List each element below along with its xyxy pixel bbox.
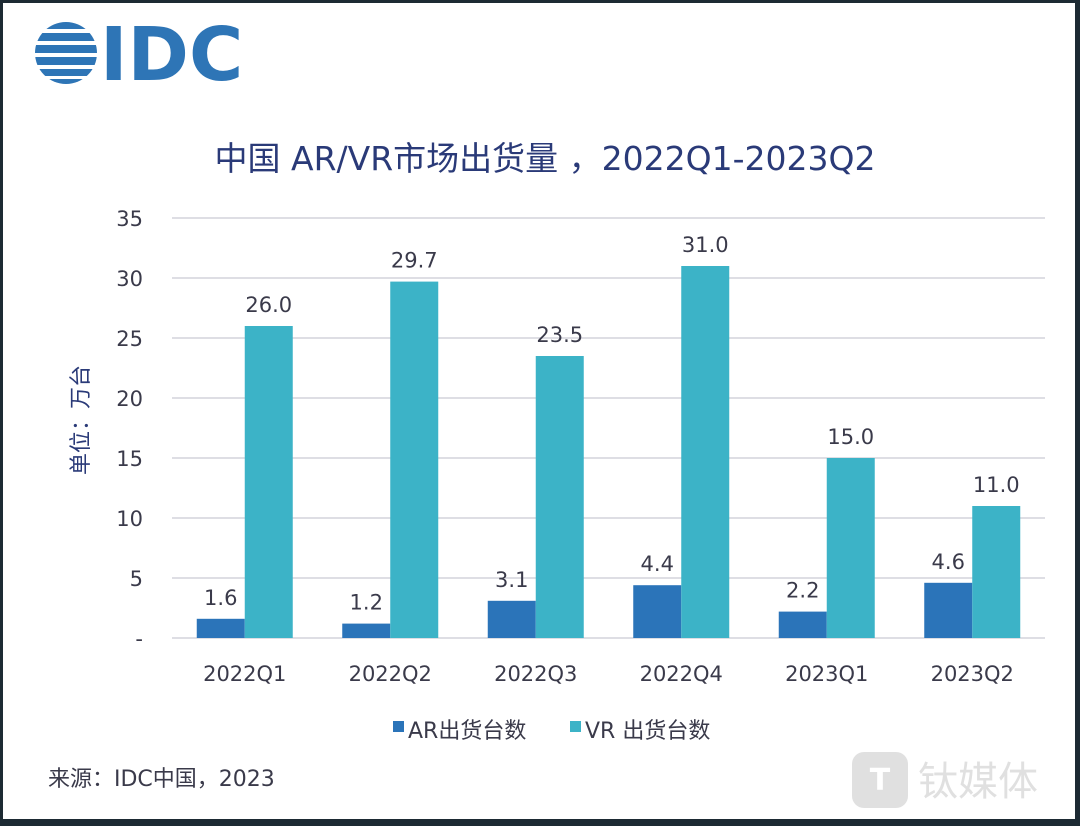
chart-title: 中国 AR/VR市场出货量 ，2022Q1-2023Q2 <box>215 139 876 178</box>
legend-label-vr: VR 出货台数 <box>585 719 710 744</box>
bar-ar <box>487 600 536 638</box>
legend: AR出货台数 VR 出货台数 <box>393 719 710 744</box>
data-label: 15.0 <box>827 425 874 449</box>
x-tick-label: 2023Q1 <box>785 662 868 686</box>
watermark-text: 钛媒体 <box>918 759 1038 805</box>
y-tick-label: 10 <box>116 507 143 531</box>
svg-text:T: T <box>870 763 891 798</box>
data-label: 1.6 <box>204 586 237 610</box>
y-tick-label: 15 <box>116 447 143 471</box>
x-tick-label: 2022Q1 <box>203 662 286 686</box>
source-note: 来源：IDC中国，2023 <box>48 767 275 792</box>
chart-frame: IDC 中国 AR/VR市场出货量 ，2022Q1-2023Q2 - 5 10 15 2… <box>3 3 1075 819</box>
x-tick-label: 2022Q4 <box>640 662 723 686</box>
bar-ar <box>633 585 682 638</box>
data-label: 26.0 <box>245 293 292 317</box>
x-tick-label: 2022Q2 <box>349 662 432 686</box>
legend-swatch-vr <box>570 721 581 732</box>
y-tick-label: 30 <box>116 267 143 291</box>
logo-text: IDC <box>100 12 243 98</box>
data-label: 31.0 <box>682 233 729 257</box>
chart: IDC 中国 AR/VR市场出货量 ，2022Q1-2023Q2 - 5 10 15 2… <box>35 12 1045 808</box>
y-tick-label: 25 <box>116 327 143 351</box>
bar-vr <box>681 266 730 638</box>
data-label: 4.4 <box>641 552 674 576</box>
bar-vr <box>972 506 1021 638</box>
data-label: 1.2 <box>350 591 383 615</box>
legend-swatch-ar <box>393 721 404 732</box>
bar-ar <box>342 623 391 638</box>
idc-logo: IDC <box>35 12 243 98</box>
legend-label-ar: AR出货台数 <box>408 719 526 744</box>
x-tick-label: 2022Q3 <box>494 662 577 686</box>
data-label: 3.1 <box>495 568 528 592</box>
y-axis-label: 单位：万台 <box>69 365 94 475</box>
x-tick-label: 2023Q2 <box>931 662 1014 686</box>
data-label: 4.6 <box>932 550 965 574</box>
data-label: 2.2 <box>786 579 819 603</box>
data-label: 29.7 <box>391 249 438 273</box>
data-label: 11.0 <box>973 473 1020 497</box>
bar-vr <box>826 458 875 638</box>
bar-vr <box>244 326 293 638</box>
bar-ar <box>196 618 245 638</box>
bar-ar <box>778 611 827 638</box>
bar-ar <box>924 582 973 638</box>
y-tick-label: - <box>135 627 143 651</box>
watermark: T 钛媒体 <box>852 752 1038 808</box>
y-tick-label: 20 <box>116 387 143 411</box>
bar-vr <box>535 356 584 638</box>
y-tick-label: 5 <box>130 567 143 591</box>
bar-vr <box>390 281 439 638</box>
data-label: 23.5 <box>536 323 583 347</box>
y-tick-label: 35 <box>116 207 143 231</box>
